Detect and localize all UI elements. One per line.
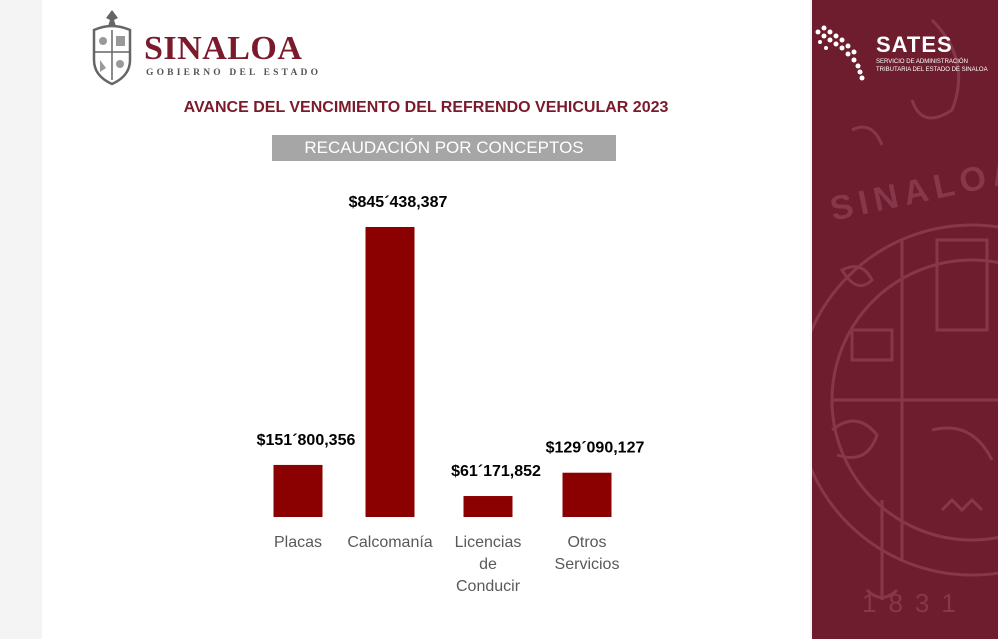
data-label-1: $845´438,387 — [349, 194, 448, 211]
sates-brand-line2: TRIBUTARIA DEL ESTADO DE SINALOA — [876, 67, 988, 73]
category-label-3-0: Otros — [567, 534, 606, 551]
sates-panel: SINALOA 1831 SATES SERVICIO DE ADMINISTR… — [812, 0, 998, 639]
sates-logo-icon — [815, 25, 865, 81]
category-label-2-2: Conducir — [456, 578, 521, 595]
data-label-2: $61´171,852 — [451, 463, 541, 480]
seal-year: 1831 — [862, 588, 968, 618]
seal-text: SINALOA — [827, 151, 998, 229]
category-label-1-0: Calcomanía — [347, 534, 432, 551]
sates-brand: SATES — [876, 32, 953, 57]
logo-subtitle: GOBIERNO DEL ESTADO — [146, 68, 322, 78]
logo-title: SINALOA — [144, 30, 303, 67]
section-subtitle: RECAUDACIÓN POR CONCEPTOS — [272, 135, 616, 161]
coat-of-arms-icon — [92, 10, 132, 86]
sates-brand-subtitle: SERVICIO DE ADMINISTRACIÓN TRIBUTARIA DE… — [876, 58, 998, 74]
category-label-2-1: de — [479, 556, 497, 573]
bar-2 — [463, 496, 513, 517]
slide-content — [42, 0, 810, 639]
bar-0 — [273, 464, 323, 517]
bar-1 — [365, 227, 415, 517]
data-label-0: $151´800,356 — [257, 432, 356, 449]
category-label-3-1: Servicios — [555, 556, 620, 573]
sinaloa-logo: SINALOA GOBIERNO DEL ESTADO — [88, 8, 328, 90]
category-label-0-0: Placas — [274, 534, 322, 551]
bar-3 — [562, 472, 612, 517]
page-title: AVANCE DEL VENCIMIENTO DEL REFRENDO VEHI… — [183, 99, 669, 116]
state-seal-watermark: SINALOA 1831 — [812, 18, 998, 618]
category-label-2-0: Licencias — [455, 534, 522, 551]
sates-brand-line1: SERVICIO DE ADMINISTRACIÓN — [876, 59, 968, 65]
data-label-3: $129´090,127 — [546, 440, 645, 457]
